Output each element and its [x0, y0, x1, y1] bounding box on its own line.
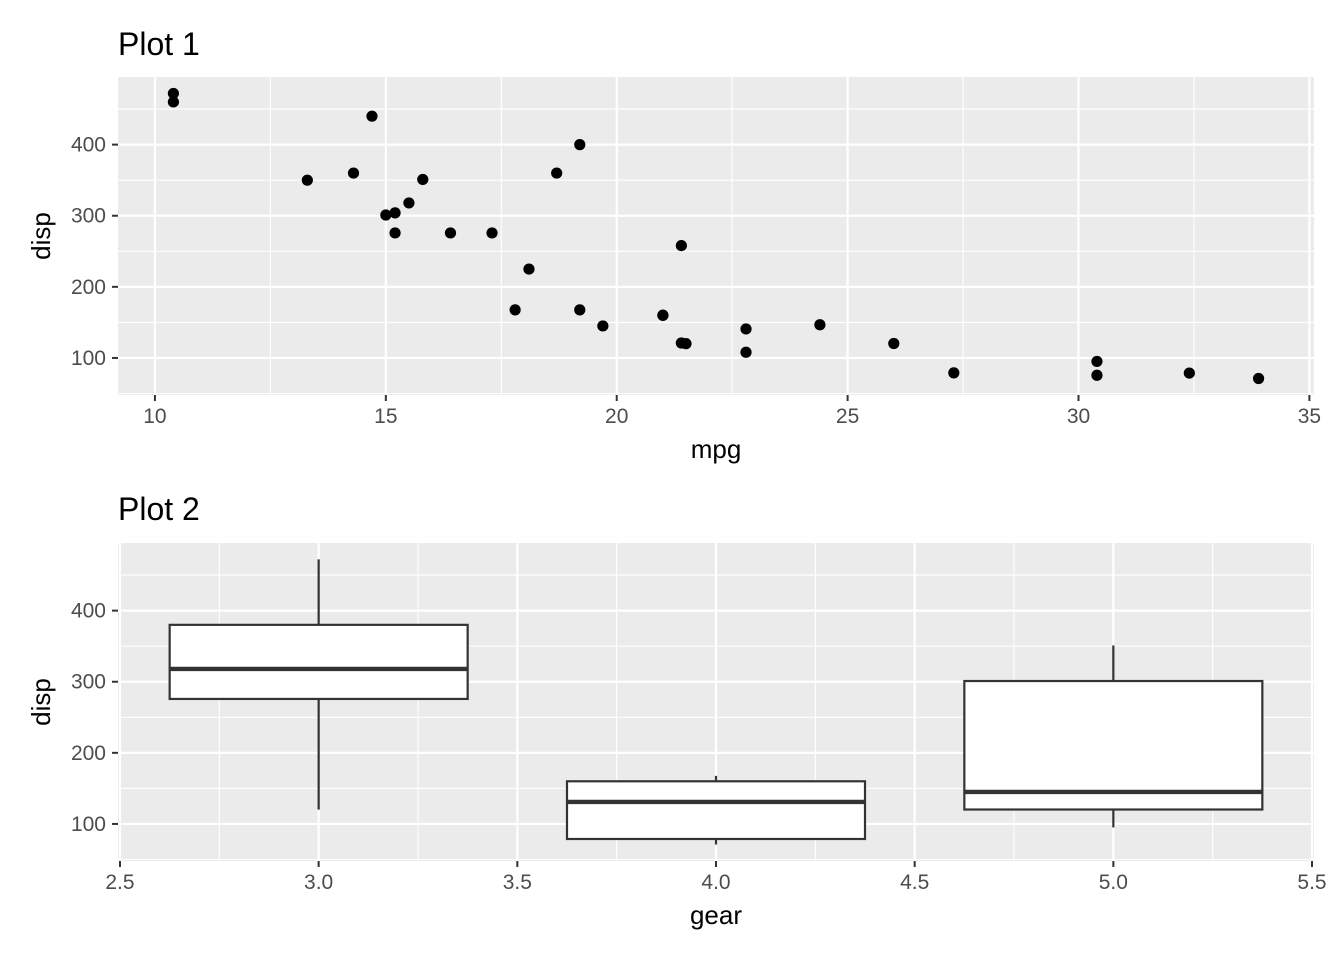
y-tick-label: 400	[71, 134, 106, 157]
x-tick-label: 20	[605, 405, 628, 428]
x-tick-label: 30	[1067, 405, 1090, 428]
data-point	[389, 207, 401, 219]
data-point	[486, 227, 498, 239]
data-point	[509, 304, 521, 316]
plot-2-x-axis-title: gear	[690, 900, 742, 930]
box-iqr	[963, 679, 1264, 811]
x-tick-label: 3.5	[503, 871, 532, 894]
data-point	[301, 174, 313, 186]
y-tick-label: 100	[71, 813, 106, 836]
data-point	[1091, 355, 1103, 368]
plot-2: Plot 2 2.5 3.0 3.5 4.0 4.5 5.0 5.5 100 200 300 40…	[26, 491, 1327, 930]
data-point	[597, 320, 609, 332]
y-tick-label: 100	[71, 347, 106, 370]
x-tick-label: 4.5	[900, 871, 929, 894]
x-tick-label: 3.0	[304, 871, 333, 894]
y-tick-label: 300	[71, 671, 106, 694]
plot-1-gridlines	[118, 77, 1314, 395]
plot-1-x-axis: 10 15 20 25 30 35	[143, 395, 1321, 428]
plot-2-y-axis-title: disp	[26, 678, 56, 726]
data-point	[888, 337, 900, 350]
data-point	[675, 239, 687, 252]
plot-2-y-axis: 100 200 300 400	[71, 600, 118, 836]
plot-1: Plot 1 10 15 20 25 30 35 100 200 300 400 mpg dis…	[26, 26, 1321, 464]
data-point	[167, 96, 180, 108]
x-tick-label: 5.5	[1297, 871, 1326, 894]
data-point	[444, 227, 457, 239]
data-point	[1252, 372, 1265, 385]
data-point	[657, 309, 669, 321]
data-point	[380, 209, 392, 221]
data-point	[740, 346, 752, 358]
data-point	[814, 319, 826, 331]
data-point	[680, 338, 692, 350]
plot-1-title: Plot 1	[118, 26, 200, 62]
plot-2-x-axis: 2.5 3.0 3.5 4.0 4.5 5.0 5.5	[105, 861, 1327, 894]
y-tick-label: 300	[71, 205, 106, 228]
y-tick-label: 400	[71, 600, 106, 623]
data-point	[403, 197, 415, 209]
plot-1-y-axis: 100 200 300 400	[71, 134, 118, 370]
plot-1-points	[167, 87, 1265, 385]
plot-2-boxes	[168, 559, 1264, 845]
y-tick-label: 200	[71, 276, 106, 299]
plot-1-panel	[118, 77, 1314, 395]
x-tick-label: 25	[836, 405, 859, 428]
plot-2-title: Plot 2	[118, 491, 200, 527]
x-tick-label: 15	[374, 405, 397, 428]
data-point	[574, 139, 586, 151]
data-point	[167, 87, 180, 100]
box-iqr	[168, 623, 469, 701]
data-point	[523, 263, 535, 275]
x-tick-label: 4.0	[701, 871, 730, 894]
data-point	[948, 367, 960, 379]
data-point	[1183, 367, 1195, 379]
plot-1-y-axis-title: disp	[26, 212, 56, 260]
x-tick-label: 5.0	[1099, 871, 1128, 894]
data-point	[417, 173, 429, 186]
x-tick-label: 35	[1298, 405, 1321, 428]
data-point	[574, 304, 586, 316]
data-point	[551, 167, 563, 179]
y-tick-label: 200	[71, 742, 106, 765]
data-point	[389, 227, 401, 239]
data-point	[347, 167, 360, 179]
x-tick-label: 2.5	[105, 871, 134, 894]
plot-1-x-axis-title: mpg	[691, 434, 742, 464]
box-iqr	[565, 780, 867, 841]
data-point	[1091, 369, 1103, 381]
x-tick-label: 10	[143, 405, 166, 428]
data-point	[366, 110, 378, 122]
data-point	[740, 323, 752, 335]
